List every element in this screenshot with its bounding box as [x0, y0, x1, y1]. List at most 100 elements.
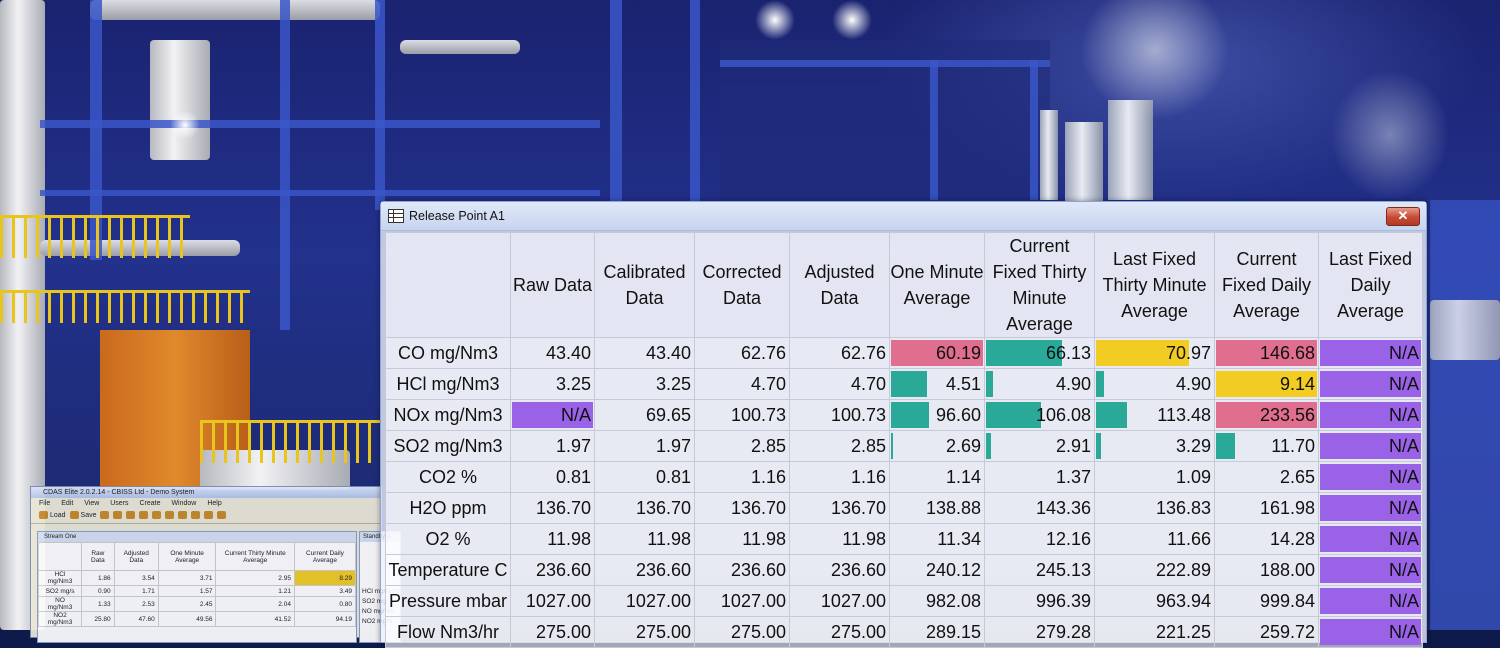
value-cell[interactable]: 11.34 [889, 523, 985, 555]
value-cell[interactable]: 136.70 [510, 492, 595, 524]
value-cell[interactable]: N/A [1318, 554, 1423, 586]
column-header[interactable]: Last Fixed Daily Average [1318, 232, 1423, 338]
value-cell[interactable]: 136.70 [789, 492, 890, 524]
value-cell[interactable]: 1.97 [594, 430, 695, 462]
value-cell[interactable]: 11.98 [594, 523, 695, 555]
value-cell[interactable]: 2.65 [1214, 461, 1319, 493]
value-cell[interactable]: 233.56 [1214, 399, 1319, 431]
value-cell[interactable]: 1.09 [1094, 461, 1215, 493]
value-cell[interactable]: 106.08 [984, 399, 1095, 431]
value-cell[interactable]: 96.60 [889, 399, 985, 431]
column-header[interactable]: Current Fixed Daily Average [1214, 232, 1319, 338]
value-cell[interactable]: 11.66 [1094, 523, 1215, 555]
value-cell[interactable]: N/A [1318, 523, 1423, 555]
value-cell[interactable]: 221.25 [1094, 616, 1215, 648]
value-cell[interactable]: 3.25 [594, 368, 695, 400]
value-cell[interactable]: 188.00 [1214, 554, 1319, 586]
toolbar-icon[interactable] [165, 511, 175, 520]
value-cell[interactable]: 1.16 [789, 461, 890, 493]
value-cell[interactable]: 100.73 [694, 399, 790, 431]
toolbar-icon[interactable] [178, 511, 188, 520]
table-row[interactable]: NOx mg/Nm3 N/A 69.65 100.73 100.73 96.60 106.0… [385, 399, 1423, 431]
value-cell[interactable]: 4.90 [984, 368, 1095, 400]
menu-create[interactable]: Create [139, 500, 161, 507]
toolbar-icon[interactable] [113, 511, 123, 520]
value-cell[interactable]: 12.16 [984, 523, 1095, 555]
table-row[interactable]: Pressure mbar 1027.00 1027.00 1027.00 1027.0… [385, 585, 1423, 617]
value-cell[interactable]: 11.98 [789, 523, 890, 555]
toolbar-icon[interactable] [152, 511, 162, 520]
value-cell[interactable]: 100.73 [789, 399, 890, 431]
column-header[interactable]: Adjusted Data [789, 232, 890, 338]
value-cell[interactable]: 275.00 [789, 616, 890, 648]
value-cell[interactable]: 4.51 [889, 368, 985, 400]
column-header[interactable]: Raw Data [510, 232, 595, 338]
value-cell[interactable]: 0.81 [510, 461, 595, 493]
value-cell[interactable]: 11.70 [1214, 430, 1319, 462]
value-cell[interactable]: 2.69 [889, 430, 985, 462]
menu-help[interactable]: Help [207, 500, 222, 507]
value-cell[interactable]: 996.39 [984, 585, 1095, 617]
value-cell[interactable]: 1.16 [694, 461, 790, 493]
column-header[interactable]: Current Fixed Thirty Minute Average [984, 232, 1095, 338]
value-cell[interactable]: 245.13 [984, 554, 1095, 586]
toolbar-icon[interactable] [204, 511, 214, 520]
value-cell[interactable]: N/A [1318, 585, 1423, 617]
table-row[interactable]: SO2 mg/Nm3 1.97 1.97 2.85 2.85 2.69 2.91 3.29 11… [385, 430, 1423, 462]
value-cell[interactable]: 143.36 [984, 492, 1095, 524]
value-cell[interactable]: 275.00 [694, 616, 790, 648]
value-cell[interactable]: 982.08 [889, 585, 985, 617]
value-cell[interactable]: 161.98 [1214, 492, 1319, 524]
table-row[interactable]: Flow Nm3/hr 275.00 275.00 275.00 275.00 289.1… [385, 616, 1423, 648]
menu-file[interactable]: File [39, 500, 51, 507]
close-button[interactable]: ✕ [1386, 207, 1420, 226]
value-cell[interactable]: 1027.00 [510, 585, 595, 617]
toolbar-icon[interactable] [217, 511, 227, 520]
value-cell[interactable]: 1027.00 [594, 585, 695, 617]
toolbar-icon[interactable] [139, 511, 149, 520]
value-cell[interactable]: 136.70 [694, 492, 790, 524]
value-cell[interactable]: N/A [1318, 492, 1423, 524]
value-cell[interactable]: 259.72 [1214, 616, 1319, 648]
value-cell[interactable]: 66.13 [984, 337, 1095, 369]
value-cell[interactable]: 963.94 [1094, 585, 1215, 617]
value-cell[interactable]: N/A [1318, 461, 1423, 493]
value-cell[interactable]: 1027.00 [694, 585, 790, 617]
value-cell[interactable]: 275.00 [510, 616, 595, 648]
value-cell[interactable]: 3.29 [1094, 430, 1215, 462]
column-header[interactable]: Corrected Data [694, 232, 790, 338]
save-button[interactable]: Save [80, 512, 97, 519]
load-button[interactable]: Load [50, 512, 66, 519]
value-cell[interactable]: N/A [1318, 430, 1423, 462]
value-cell[interactable]: 1027.00 [789, 585, 890, 617]
value-cell[interactable]: 1.14 [889, 461, 985, 493]
value-cell[interactable]: 236.60 [594, 554, 695, 586]
value-cell[interactable]: N/A [510, 399, 595, 431]
value-cell[interactable]: 146.68 [1214, 337, 1319, 369]
toolbar-icon[interactable] [191, 511, 201, 520]
value-cell[interactable]: 240.12 [889, 554, 985, 586]
value-cell[interactable]: 236.60 [510, 554, 595, 586]
value-cell[interactable]: 1.97 [510, 430, 595, 462]
toolbar-icon[interactable] [126, 511, 136, 520]
menu-view[interactable]: View [84, 500, 100, 507]
value-cell[interactable]: 138.88 [889, 492, 985, 524]
value-cell[interactable]: 70.97 [1094, 337, 1215, 369]
value-cell[interactable]: 69.65 [594, 399, 695, 431]
table-row[interactable]: HCl mg/Nm3 3.25 3.25 4.70 4.70 4.51 4.90 4.90 9.… [385, 368, 1423, 400]
value-cell[interactable]: 0.81 [594, 461, 695, 493]
value-cell[interactable]: 14.28 [1214, 523, 1319, 555]
save-icon[interactable] [69, 511, 79, 520]
column-header[interactable]: Last Fixed Thirty Minute Average [1094, 232, 1215, 338]
column-header[interactable]: Calibrated Data [594, 232, 695, 338]
value-cell[interactable]: 9.14 [1214, 368, 1319, 400]
value-cell[interactable]: 999.84 [1214, 585, 1319, 617]
table-row[interactable]: CO mg/Nm3 43.40 43.40 62.76 62.76 60.19 66.13 7… [385, 337, 1423, 369]
value-cell[interactable]: 236.60 [694, 554, 790, 586]
value-cell[interactable]: 136.70 [594, 492, 695, 524]
value-cell[interactable]: 4.90 [1094, 368, 1215, 400]
value-cell[interactable]: 113.48 [1094, 399, 1215, 431]
value-cell[interactable]: N/A [1318, 368, 1423, 400]
value-cell[interactable]: 4.70 [694, 368, 790, 400]
menu-edit[interactable]: Edit [61, 500, 74, 507]
